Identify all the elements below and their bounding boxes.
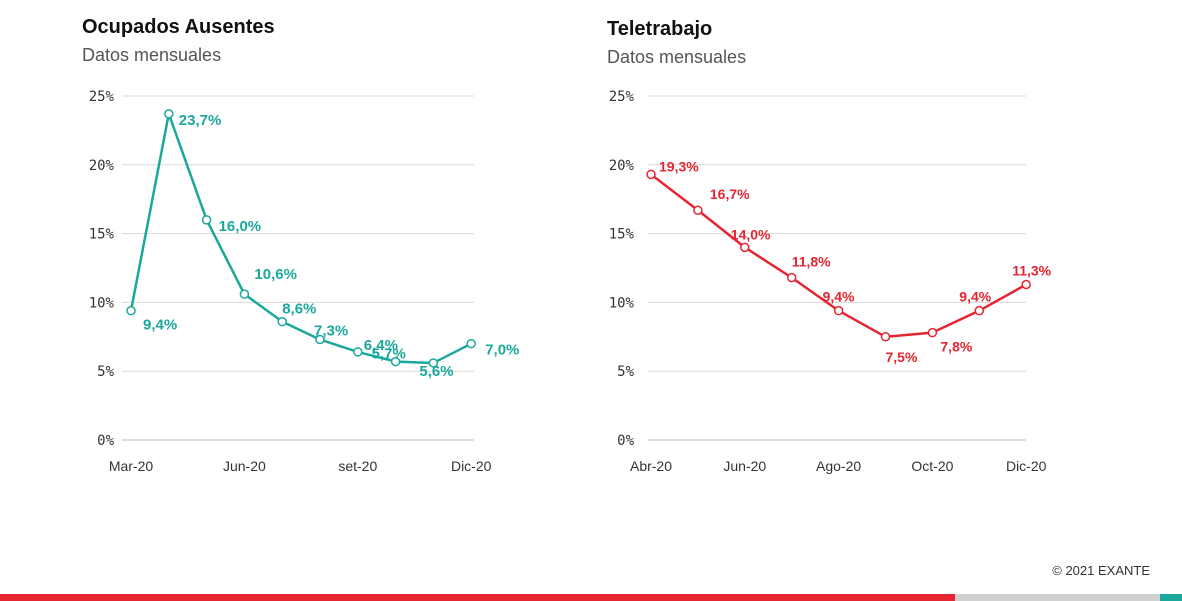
footer-bar-gray xyxy=(955,594,1160,601)
data-label: 5,7% xyxy=(372,346,406,363)
data-point xyxy=(201,215,212,225)
y-tick-label: 15% xyxy=(89,227,115,243)
copyright-text: © 2021 EXANTE xyxy=(1052,563,1150,578)
data-point xyxy=(646,169,656,180)
y-tick-label: 5% xyxy=(97,364,114,380)
data-point xyxy=(1021,279,1031,290)
x-tick-label: Dic-20 xyxy=(451,458,492,474)
x-tick-label: Jun-20 xyxy=(223,458,266,474)
data-label: 7,8% xyxy=(940,339,972,355)
data-point xyxy=(880,332,891,342)
data-label: 23,7% xyxy=(179,112,222,129)
x-tick-label: Ago-20 xyxy=(816,458,861,474)
data-label: 9,4% xyxy=(823,289,855,305)
data-label: 11,3% xyxy=(1012,263,1051,279)
data-label: 5,6% xyxy=(419,363,453,380)
y-tick-label: 10% xyxy=(609,295,635,311)
data-label: 16,0% xyxy=(219,218,262,235)
chart-title: Ocupados Ausentes xyxy=(82,16,275,38)
y-tick-label: 15% xyxy=(609,227,635,243)
data-point xyxy=(833,305,844,316)
data-label: 8,6% xyxy=(282,301,316,318)
y-tick-label: 10% xyxy=(89,295,115,311)
x-tick-label: Jun-20 xyxy=(723,458,766,474)
data-point xyxy=(353,347,363,357)
data-point xyxy=(428,358,439,368)
y-tick-label: 0% xyxy=(97,433,114,449)
data-label: 19,3% xyxy=(659,158,699,174)
data-point xyxy=(126,305,136,316)
data-label: 10,6% xyxy=(254,266,297,283)
chart-subtitle: Datos mensuales xyxy=(607,47,747,67)
line-chart-ocupados-ausentes: 0% 5% 10% 15% 20% 25% Mar-20 Jun-20 set-20 Dic-20… xyxy=(89,89,520,474)
line-chart-teletrabajo: 0% 5% 10% 15% 20% 25% Abr-20 Jun-20 Ago-20 Oct-20… xyxy=(609,89,1052,474)
x-tick-label: Dic-20 xyxy=(1006,458,1047,474)
data-label: 11,8% xyxy=(792,254,831,270)
data-point xyxy=(466,338,476,349)
data-point xyxy=(239,289,250,299)
chart-subtitle: Datos mensuales xyxy=(82,45,222,65)
y-tick-label: 25% xyxy=(609,89,635,105)
data-label: 7,5% xyxy=(886,349,918,365)
y-tick-label: 0% xyxy=(617,433,634,449)
data-label: 9,4% xyxy=(959,289,991,305)
data-point xyxy=(390,356,401,367)
data-label: 6,4% xyxy=(364,337,398,354)
chart-title: Teletrabajo xyxy=(607,18,713,40)
data-point xyxy=(164,109,174,119)
data-label: 7,0% xyxy=(485,342,519,359)
footer-bar-teal xyxy=(1160,594,1182,601)
data-point xyxy=(927,327,938,338)
y-tick-label: 20% xyxy=(609,158,635,174)
x-tick-label: Abr-20 xyxy=(630,458,672,474)
x-tick-label: set-20 xyxy=(338,458,377,474)
data-label: 16,7% xyxy=(710,186,750,202)
data-point xyxy=(786,272,797,283)
data-point xyxy=(315,334,325,345)
x-tick-label: Oct-20 xyxy=(911,458,953,474)
data-point xyxy=(693,205,703,215)
series-line xyxy=(129,112,472,365)
data-point xyxy=(740,242,750,253)
y-tick-label: 5% xyxy=(617,364,634,380)
footer-bar-red xyxy=(0,594,955,601)
y-tick-label: 25% xyxy=(89,89,115,105)
data-label: 7,3% xyxy=(314,323,348,340)
x-tick-label: Mar-20 xyxy=(109,458,154,474)
data-point xyxy=(277,316,287,327)
data-label: 14,0% xyxy=(731,226,771,242)
y-tick-label: 20% xyxy=(89,158,115,174)
data-point xyxy=(974,305,985,316)
data-label: 9,4% xyxy=(143,317,177,334)
